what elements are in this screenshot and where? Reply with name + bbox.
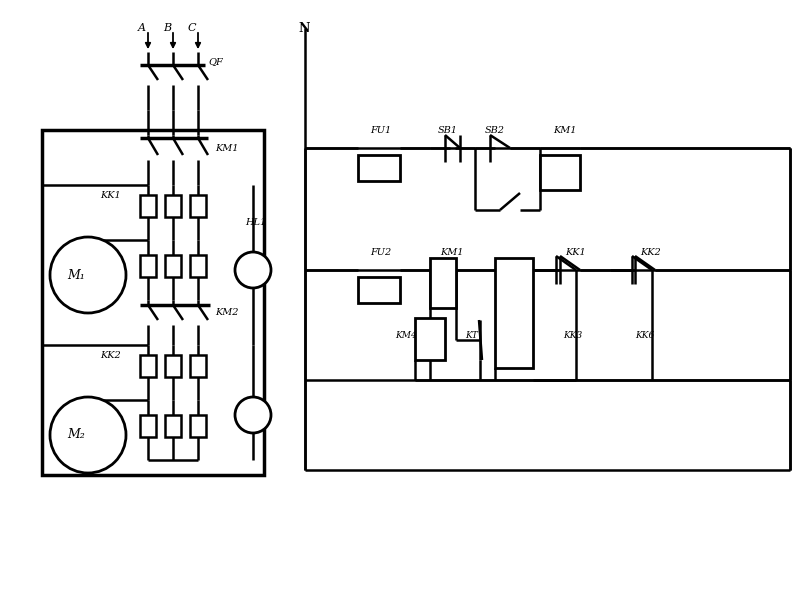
Text: KM1: KM1 xyxy=(440,248,464,256)
Bar xyxy=(540,155,580,190)
Text: SB1: SB1 xyxy=(438,126,458,134)
Text: FU1: FU1 xyxy=(370,126,391,134)
Text: KM4: KM4 xyxy=(395,331,417,339)
Text: FU2: FU2 xyxy=(370,248,391,256)
Text: KT: KT xyxy=(465,331,477,339)
Text: KM1: KM1 xyxy=(553,126,577,134)
Bar xyxy=(495,258,533,368)
Circle shape xyxy=(235,397,271,433)
Text: M₁: M₁ xyxy=(67,269,85,282)
Text: KK2: KK2 xyxy=(640,248,661,256)
Text: KM2: KM2 xyxy=(215,307,239,317)
Bar xyxy=(165,195,181,217)
Text: N: N xyxy=(298,22,309,34)
Circle shape xyxy=(50,237,126,313)
Text: KK1: KK1 xyxy=(100,190,121,200)
Bar xyxy=(140,255,156,277)
Bar xyxy=(165,255,181,277)
Bar xyxy=(42,130,264,475)
Bar xyxy=(140,415,156,437)
Bar xyxy=(430,258,456,308)
Bar xyxy=(415,318,445,360)
Text: KK1: KK1 xyxy=(565,248,586,256)
Bar xyxy=(140,355,156,377)
Text: KK2: KK2 xyxy=(100,351,121,360)
Text: KK6: KK6 xyxy=(635,331,654,339)
Text: KK3: KK3 xyxy=(563,331,582,339)
Text: M₂: M₂ xyxy=(67,429,85,442)
Bar xyxy=(190,415,206,437)
Bar xyxy=(165,415,181,437)
Text: A: A xyxy=(138,23,146,33)
Bar xyxy=(190,355,206,377)
Bar xyxy=(165,355,181,377)
Text: C: C xyxy=(188,23,196,33)
Circle shape xyxy=(50,397,126,473)
Bar xyxy=(190,195,206,217)
Text: KM1: KM1 xyxy=(215,144,239,153)
Circle shape xyxy=(235,252,271,288)
Text: HL1: HL1 xyxy=(245,217,266,227)
Bar xyxy=(358,155,400,181)
Text: B: B xyxy=(163,23,171,33)
Text: QF: QF xyxy=(208,57,223,67)
Text: SB2: SB2 xyxy=(485,126,505,134)
Bar xyxy=(190,255,206,277)
Bar xyxy=(140,195,156,217)
Bar xyxy=(358,277,400,303)
